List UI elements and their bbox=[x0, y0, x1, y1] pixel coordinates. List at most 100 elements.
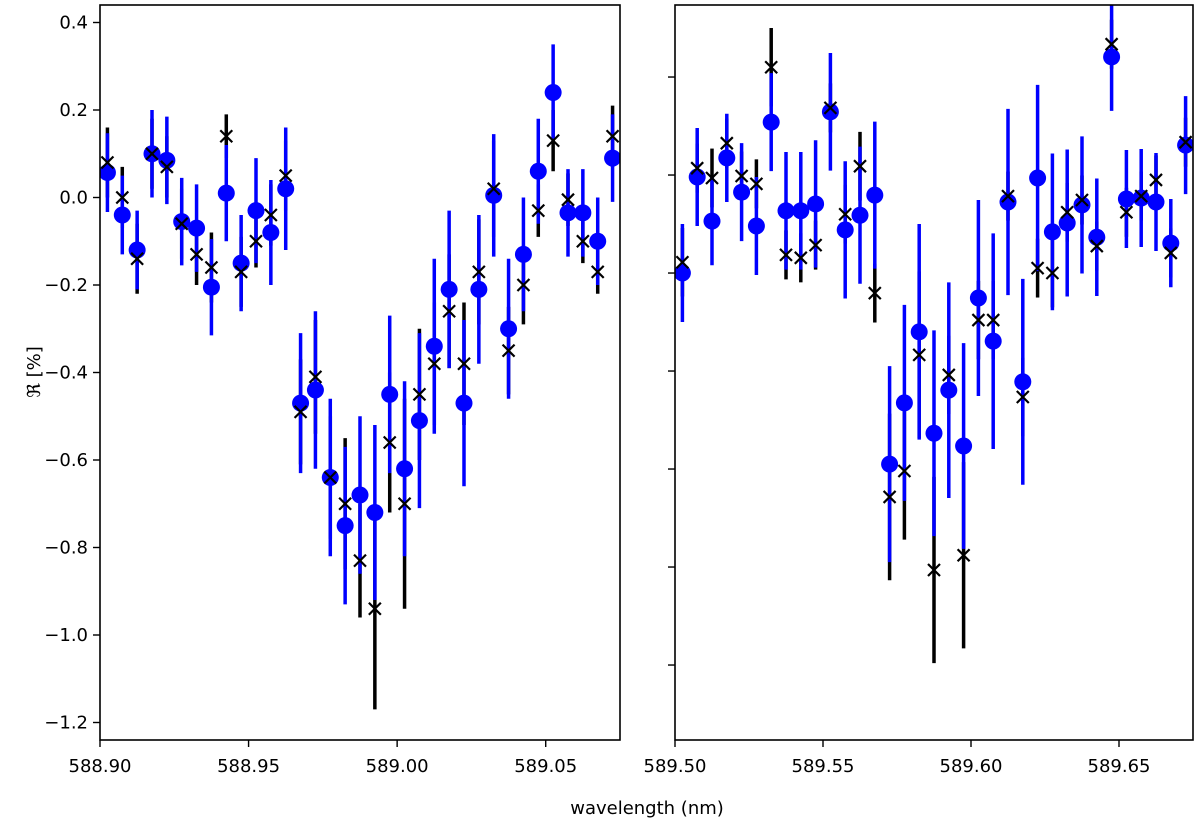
point-x bbox=[561, 192, 575, 207]
point-x bbox=[472, 265, 486, 279]
point bbox=[455, 394, 473, 412]
point-x bbox=[1149, 173, 1163, 187]
y-tick-label: −1.2 bbox=[44, 713, 88, 734]
point-x bbox=[1060, 205, 1074, 220]
point bbox=[1058, 214, 1076, 232]
x-tick-label: 588.90 bbox=[69, 756, 132, 777]
point-x bbox=[442, 304, 456, 319]
point-x bbox=[1178, 135, 1193, 149]
point-x bbox=[308, 370, 323, 384]
point-x bbox=[912, 348, 926, 362]
point-x bbox=[531, 203, 546, 218]
point-x bbox=[204, 260, 219, 275]
point bbox=[910, 323, 928, 341]
point bbox=[306, 381, 324, 399]
point bbox=[1088, 228, 1106, 246]
point-x bbox=[189, 247, 204, 262]
point bbox=[589, 232, 607, 250]
point-x bbox=[956, 548, 971, 563]
point-x bbox=[853, 159, 867, 173]
point bbox=[718, 149, 736, 167]
point-x bbox=[397, 496, 412, 511]
x-tick-label: 589.50 bbox=[644, 756, 707, 777]
point-x bbox=[145, 146, 159, 161]
point-x bbox=[1075, 193, 1089, 207]
point bbox=[1132, 189, 1150, 207]
point-x bbox=[942, 368, 956, 382]
point-x bbox=[412, 387, 427, 402]
point bbox=[173, 213, 191, 231]
point-x bbox=[278, 168, 293, 183]
point bbox=[396, 460, 414, 478]
point bbox=[277, 180, 295, 198]
point-x bbox=[501, 343, 516, 358]
point-x bbox=[971, 313, 986, 327]
point-x bbox=[675, 255, 690, 270]
point-x bbox=[130, 251, 144, 266]
point bbox=[514, 245, 532, 263]
point-x bbox=[986, 313, 1000, 327]
point bbox=[940, 381, 958, 399]
point bbox=[1103, 48, 1121, 66]
x-tick-label: 589.55 bbox=[792, 756, 855, 777]
panel-left bbox=[100, 44, 620, 710]
point bbox=[500, 320, 518, 338]
point bbox=[559, 204, 577, 222]
point bbox=[574, 204, 592, 222]
point bbox=[1147, 193, 1165, 211]
point-x bbox=[734, 169, 749, 183]
point bbox=[113, 206, 131, 224]
point bbox=[688, 168, 706, 186]
point bbox=[100, 164, 116, 182]
point bbox=[733, 183, 751, 201]
point-x bbox=[838, 207, 852, 222]
point-x bbox=[1090, 239, 1104, 253]
point-x bbox=[764, 60, 778, 75]
point-x bbox=[234, 265, 248, 279]
x-axis-label: wavelength (nm) bbox=[570, 798, 724, 819]
point bbox=[188, 219, 206, 237]
point-x bbox=[749, 177, 764, 191]
point bbox=[485, 186, 503, 204]
point bbox=[675, 264, 691, 282]
point-x bbox=[705, 171, 719, 185]
point-x bbox=[249, 234, 263, 249]
y-tick-label: −0.2 bbox=[44, 275, 88, 296]
point bbox=[292, 394, 310, 412]
point-x bbox=[1045, 266, 1060, 280]
point bbox=[1014, 373, 1032, 391]
y-tick-label: −1.0 bbox=[44, 625, 88, 646]
point-x bbox=[576, 234, 590, 249]
point bbox=[336, 517, 354, 535]
point bbox=[544, 84, 562, 101]
x-tick-label: 589.00 bbox=[366, 756, 429, 777]
point bbox=[866, 186, 884, 204]
point bbox=[128, 241, 146, 259]
point bbox=[792, 202, 810, 220]
point bbox=[1029, 169, 1047, 187]
point bbox=[366, 504, 384, 521]
point-x bbox=[720, 136, 734, 150]
point-x bbox=[927, 563, 941, 577]
point bbox=[247, 202, 265, 220]
point bbox=[410, 412, 428, 430]
axes: 588.90 588.95 589.00 589.05 0.4 0.2 0.0 −0.2 −0.… bbox=[44, 4, 1194, 777]
y-tick-label: 0.4 bbox=[59, 13, 88, 34]
point-x bbox=[897, 464, 912, 478]
point-x bbox=[457, 356, 471, 371]
point bbox=[470, 280, 488, 298]
y-tick-label: −0.8 bbox=[44, 538, 88, 559]
point bbox=[351, 486, 369, 504]
point-x bbox=[323, 470, 338, 485]
point bbox=[703, 212, 721, 230]
axes-frame bbox=[674, 4, 1194, 741]
point-x bbox=[1164, 246, 1178, 260]
point-x bbox=[1119, 205, 1134, 220]
y-tick-label: 0.2 bbox=[59, 100, 88, 121]
point-x bbox=[590, 265, 605, 279]
point bbox=[836, 221, 854, 239]
point bbox=[1162, 234, 1180, 252]
point-x bbox=[808, 238, 823, 252]
